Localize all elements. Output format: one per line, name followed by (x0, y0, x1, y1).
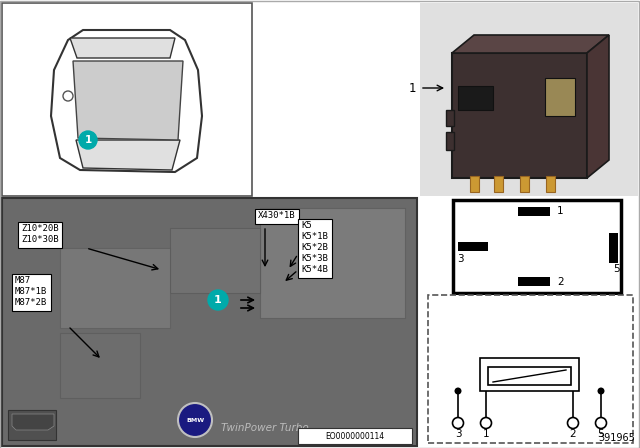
Text: 1: 1 (483, 429, 490, 439)
Bar (170, 228, 260, 293)
Circle shape (595, 418, 607, 428)
Text: M87: M87 (15, 276, 31, 284)
Text: 3: 3 (457, 254, 463, 264)
Circle shape (79, 131, 97, 149)
Bar (12, 274, 51, 311)
Bar (60, 248, 170, 328)
Polygon shape (51, 30, 202, 172)
Bar (458, 86, 493, 110)
Bar (609, 233, 618, 263)
Circle shape (178, 403, 212, 437)
Text: 1: 1 (408, 82, 416, 95)
Circle shape (454, 388, 461, 395)
Bar (420, 3, 638, 196)
Bar (255, 209, 300, 224)
Text: TwinPower Turbo: TwinPower Turbo (221, 423, 309, 433)
Text: Z10*30B: Z10*30B (21, 234, 59, 244)
Polygon shape (12, 414, 54, 430)
Text: K5: K5 (301, 220, 312, 229)
Polygon shape (452, 35, 609, 53)
Polygon shape (70, 38, 175, 58)
Bar (452, 53, 587, 178)
Text: EO0000000114: EO0000000114 (325, 431, 385, 440)
Bar (60, 333, 140, 398)
Circle shape (208, 290, 228, 310)
Bar (298, 428, 412, 444)
Text: Z10*20B: Z10*20B (21, 224, 59, 233)
Polygon shape (76, 140, 180, 170)
Text: K5*4B: K5*4B (301, 264, 328, 273)
Bar (518, 207, 550, 216)
Bar (2, 198, 417, 446)
Bar (470, 176, 479, 192)
Text: 2: 2 (557, 277, 564, 287)
Text: 1: 1 (557, 206, 564, 216)
Text: M87*2B: M87*2B (15, 297, 47, 306)
Polygon shape (587, 35, 609, 178)
Text: K5*2B: K5*2B (301, 242, 328, 251)
Text: 5: 5 (613, 264, 620, 274)
Bar (446, 132, 454, 150)
Bar (2, 3, 252, 196)
Text: X430*1B: X430*1B (258, 211, 296, 220)
Bar (446, 110, 454, 126)
Text: K5*3B: K5*3B (301, 254, 328, 263)
Circle shape (568, 418, 579, 428)
Circle shape (452, 418, 463, 428)
Text: 3: 3 (454, 429, 461, 439)
Bar (480, 358, 579, 391)
Bar (18, 222, 63, 248)
Text: BMW: BMW (186, 418, 204, 422)
Circle shape (481, 418, 492, 428)
Text: 1: 1 (84, 135, 92, 145)
Text: 1: 1 (214, 295, 222, 305)
Bar (260, 208, 405, 318)
Circle shape (598, 388, 605, 395)
Bar (494, 176, 503, 192)
Polygon shape (73, 61, 183, 140)
Text: M87*1B: M87*1B (15, 287, 47, 296)
Bar (428, 295, 633, 443)
Bar (453, 200, 621, 293)
Bar (8, 410, 56, 440)
Text: 2: 2 (570, 429, 576, 439)
Text: 391965: 391965 (598, 433, 635, 443)
Circle shape (63, 91, 73, 101)
Bar (545, 78, 575, 116)
Bar (520, 176, 529, 192)
Bar (518, 277, 550, 286)
Text: 5: 5 (598, 429, 604, 439)
Bar (546, 176, 555, 192)
Bar (298, 219, 332, 278)
Bar (458, 242, 488, 251)
Text: K5*1B: K5*1B (301, 232, 328, 241)
Bar (488, 367, 571, 385)
